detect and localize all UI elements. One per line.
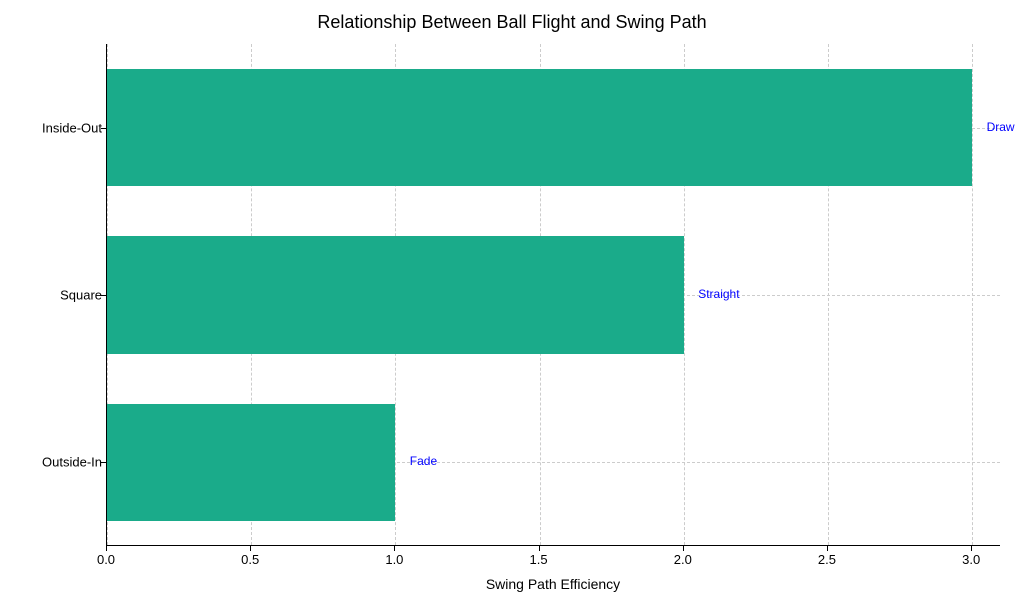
- bar: [107, 236, 684, 353]
- x-tick: [827, 546, 828, 551]
- y-tick-label: Square: [60, 288, 102, 303]
- y-tick-label: Outside-In: [42, 455, 102, 470]
- chart-title: Relationship Between Ball Flight and Swi…: [0, 12, 1024, 33]
- x-tick: [971, 546, 972, 551]
- bar-value-label: Draw: [987, 120, 1015, 134]
- bar: [107, 404, 395, 521]
- x-tick-label: 2.0: [674, 552, 692, 567]
- bar-value-label: Fade: [410, 454, 437, 468]
- bar: [107, 69, 972, 186]
- x-tick-label: 3.0: [962, 552, 980, 567]
- plot-area: DrawStraightFade: [106, 44, 1000, 546]
- x-tick: [250, 546, 251, 551]
- bar-value-label: Straight: [698, 287, 739, 301]
- x-tick: [539, 546, 540, 551]
- x-tick: [106, 546, 107, 551]
- y-tick-label: Inside-Out: [42, 120, 102, 135]
- x-tick-label: 0.0: [97, 552, 115, 567]
- x-tick-label: 2.5: [818, 552, 836, 567]
- x-axis-label: Swing Path Efficiency: [106, 576, 1000, 592]
- x-tick: [394, 546, 395, 551]
- x-tick: [683, 546, 684, 551]
- x-tick-label: 0.5: [241, 552, 259, 567]
- x-tick-label: 1.0: [385, 552, 403, 567]
- chart-container: Relationship Between Ball Flight and Swi…: [0, 0, 1024, 614]
- x-tick-label: 1.5: [530, 552, 548, 567]
